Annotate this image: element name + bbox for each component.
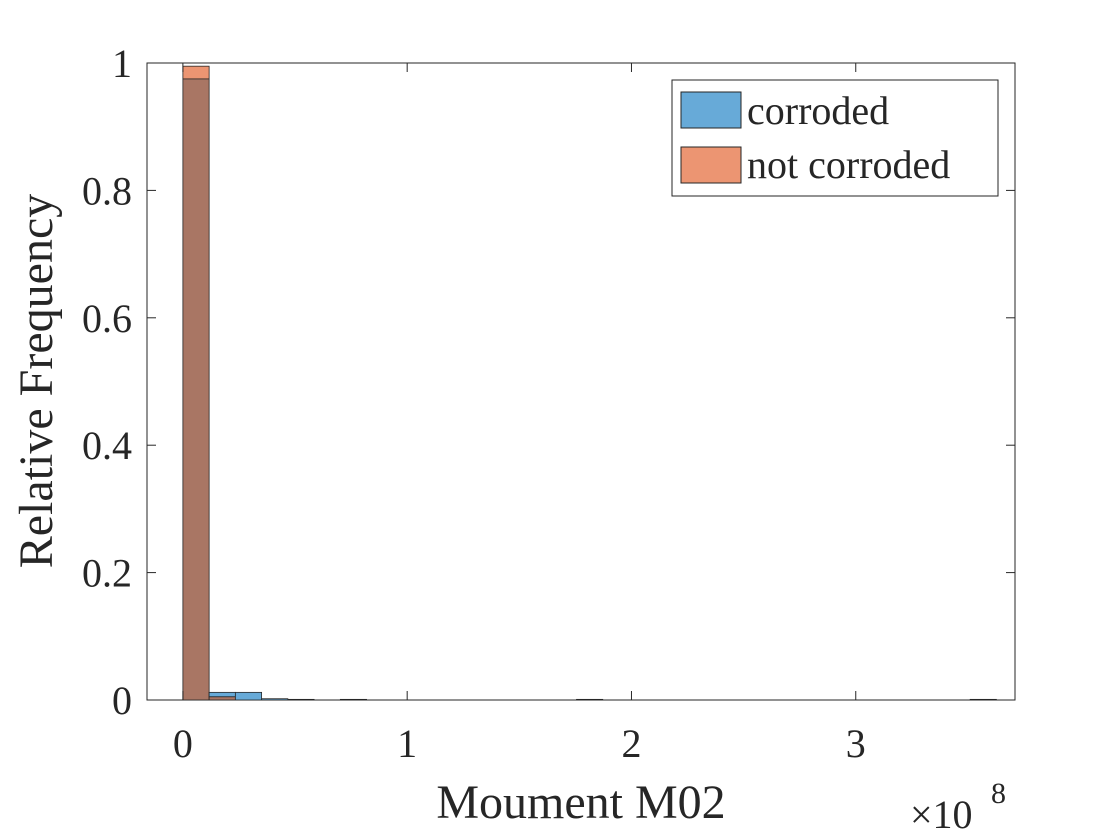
x-tick-label: 1 [397,721,417,766]
histogram-bar-top-bin-30 [969,698,997,701]
legend-label-corroded: corroded [747,88,889,133]
legend-swatch-corroded [680,91,742,129]
histogram-bar-top-bin-1 [208,691,236,698]
histogram-bar-top-bin-15 [576,698,604,701]
histogram-bar-overlap-bin-1 [208,696,236,701]
axis-ticks [147,62,1015,701]
y-tick-label: 0.2 [82,551,132,596]
legend: corroded not corroded [671,79,999,197]
y-tick-label: 0.8 [82,168,132,213]
x-tick-label: 0 [173,721,193,766]
legend-label-not-corroded: not corroded [747,142,950,187]
histogram-bar-top-bin-2 [234,691,263,701]
histogram-bar-top-bin-4 [287,698,315,701]
histogram-bar-top-bin-0 [182,65,210,80]
x-axis-exponent: ×10 8 [910,777,1006,837]
y-tick-label: 0.4 [82,423,132,468]
x-exponent-power: 8 [991,777,1006,810]
histogram-bars [182,65,997,701]
y-tick-label: 1 [112,41,132,86]
legend-swatch-not-corroded [680,146,742,184]
y-tick-label: 0.6 [82,296,132,341]
y-axis-label: Relative Frequency [10,194,63,569]
x-tick-label: 3 [846,721,866,766]
axis-tick-labels: 0 1 2 3 0 0.2 0.4 0.6 0.8 1 [82,41,866,766]
histogram-bar-top-bin-3 [261,698,289,701]
y-tick-label: 0 [112,678,132,723]
x-exponent-base: ×10 [910,792,973,837]
histogram-bar-overlap-bin-0 [182,78,210,701]
x-tick-label: 2 [621,721,641,766]
histogram-bar-top-bin-6 [339,698,367,701]
x-axis-label: Moument M02 [436,776,725,829]
